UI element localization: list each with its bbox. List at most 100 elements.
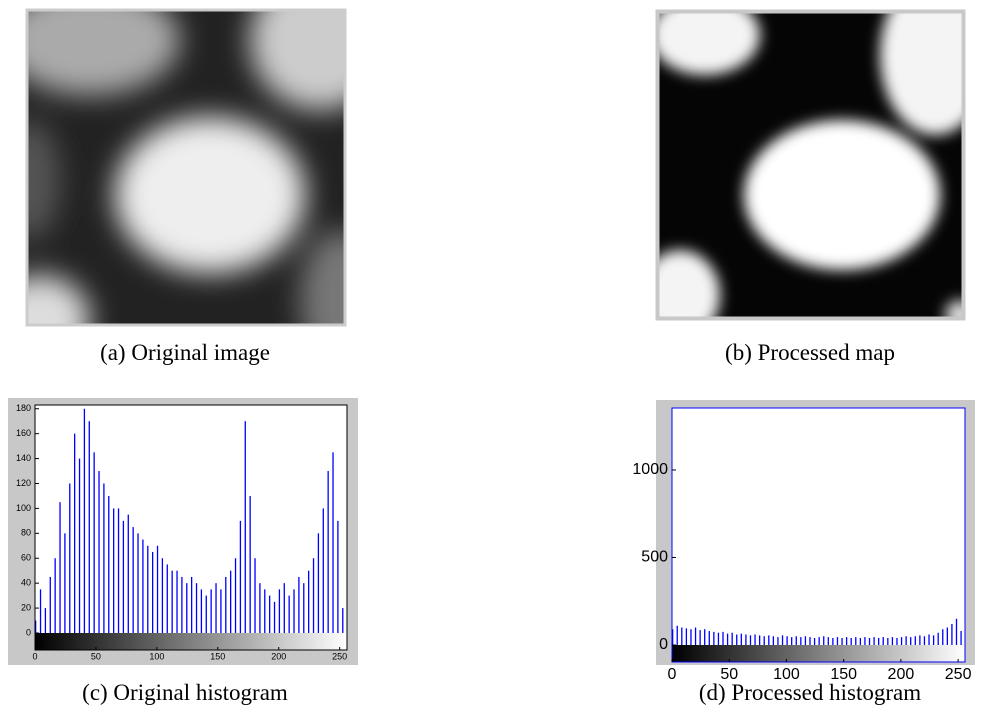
bar bbox=[74, 433, 76, 633]
y-tick-label: 500 bbox=[641, 549, 668, 566]
bar bbox=[740, 633, 742, 645]
bar bbox=[269, 595, 271, 633]
bar bbox=[117, 508, 120, 633]
bar bbox=[900, 637, 903, 645]
bar bbox=[142, 539, 144, 633]
bar bbox=[955, 618, 958, 645]
bar bbox=[942, 629, 944, 645]
bar bbox=[200, 589, 203, 633]
x-tick-label: 150 bbox=[830, 666, 857, 683]
x-tick-label: 0 bbox=[32, 652, 37, 662]
bar bbox=[191, 576, 193, 633]
bar bbox=[946, 627, 948, 645]
bar bbox=[234, 558, 237, 633]
y-tick-label: 180 bbox=[16, 403, 31, 413]
bar bbox=[731, 632, 733, 645]
caption: (d) Processed histogram bbox=[699, 680, 921, 705]
bar bbox=[166, 564, 168, 633]
bar bbox=[850, 637, 852, 645]
bar bbox=[896, 637, 898, 645]
bar bbox=[98, 471, 100, 633]
image-border bbox=[25, 8, 347, 327]
bar bbox=[137, 533, 139, 633]
bar bbox=[181, 576, 183, 633]
bar bbox=[887, 637, 889, 645]
bar bbox=[768, 635, 770, 645]
bar bbox=[800, 637, 802, 645]
bar bbox=[264, 589, 266, 633]
bar bbox=[54, 558, 56, 633]
bar bbox=[813, 637, 816, 645]
y-tick-label: 80 bbox=[21, 528, 31, 538]
y-tick-label: 140 bbox=[16, 453, 31, 463]
bar bbox=[791, 637, 793, 645]
bar bbox=[122, 520, 125, 633]
bar bbox=[823, 636, 825, 645]
caption: (c) Original histogram bbox=[82, 680, 288, 705]
y-tick-label: 40 bbox=[21, 578, 31, 588]
x-tick-label: 150 bbox=[210, 652, 225, 662]
bar bbox=[278, 589, 281, 633]
bar bbox=[103, 483, 105, 633]
bar bbox=[804, 636, 807, 645]
axes-box bbox=[671, 407, 966, 663]
bar bbox=[44, 608, 47, 633]
bar bbox=[928, 634, 930, 645]
x-tick-label: 250 bbox=[332, 652, 347, 662]
bar bbox=[337, 520, 339, 633]
bar bbox=[809, 637, 811, 645]
bar bbox=[64, 533, 66, 633]
bar bbox=[923, 636, 926, 645]
bar bbox=[722, 631, 724, 645]
x-tick-label: 100 bbox=[773, 666, 800, 683]
bar bbox=[704, 629, 706, 645]
bar bbox=[225, 576, 227, 633]
bar bbox=[960, 630, 962, 645]
bar bbox=[69, 483, 71, 633]
bar bbox=[108, 495, 110, 633]
plot-area bbox=[672, 408, 965, 645]
bar bbox=[93, 452, 95, 633]
bar bbox=[288, 595, 290, 633]
bar bbox=[832, 637, 834, 645]
x-tick-label: 200 bbox=[271, 652, 286, 662]
bar bbox=[176, 570, 178, 633]
bar bbox=[681, 627, 683, 645]
bar bbox=[239, 520, 242, 633]
y-tick-label: 100 bbox=[16, 503, 31, 513]
bar bbox=[745, 634, 747, 645]
bar bbox=[932, 635, 935, 645]
bar bbox=[685, 628, 688, 645]
bar bbox=[855, 637, 857, 645]
y-tick-label: 0 bbox=[659, 636, 668, 653]
bar bbox=[244, 421, 246, 633]
y-tick-label: 0 bbox=[26, 627, 31, 637]
bar bbox=[78, 458, 81, 633]
bar bbox=[914, 636, 916, 645]
bar bbox=[795, 636, 797, 645]
x-tick-label: 250 bbox=[945, 666, 972, 683]
bar bbox=[273, 601, 276, 633]
bar bbox=[836, 637, 839, 645]
bar bbox=[841, 637, 843, 645]
bar bbox=[113, 508, 115, 633]
bar bbox=[672, 629, 674, 645]
bar bbox=[781, 635, 784, 645]
bar bbox=[694, 627, 697, 645]
bar bbox=[749, 635, 752, 645]
bar bbox=[708, 630, 710, 645]
bar bbox=[910, 637, 912, 645]
bar bbox=[59, 502, 61, 633]
bar bbox=[220, 589, 222, 633]
bar bbox=[736, 634, 738, 645]
bar bbox=[49, 576, 51, 633]
y-tick-label: 60 bbox=[21, 553, 31, 563]
bar bbox=[758, 635, 761, 645]
bar bbox=[827, 637, 829, 645]
bar bbox=[132, 527, 134, 633]
caption: (b) Processed map bbox=[725, 340, 895, 365]
bar bbox=[322, 508, 324, 633]
original-image bbox=[27, 10, 345, 325]
bar bbox=[293, 589, 295, 633]
